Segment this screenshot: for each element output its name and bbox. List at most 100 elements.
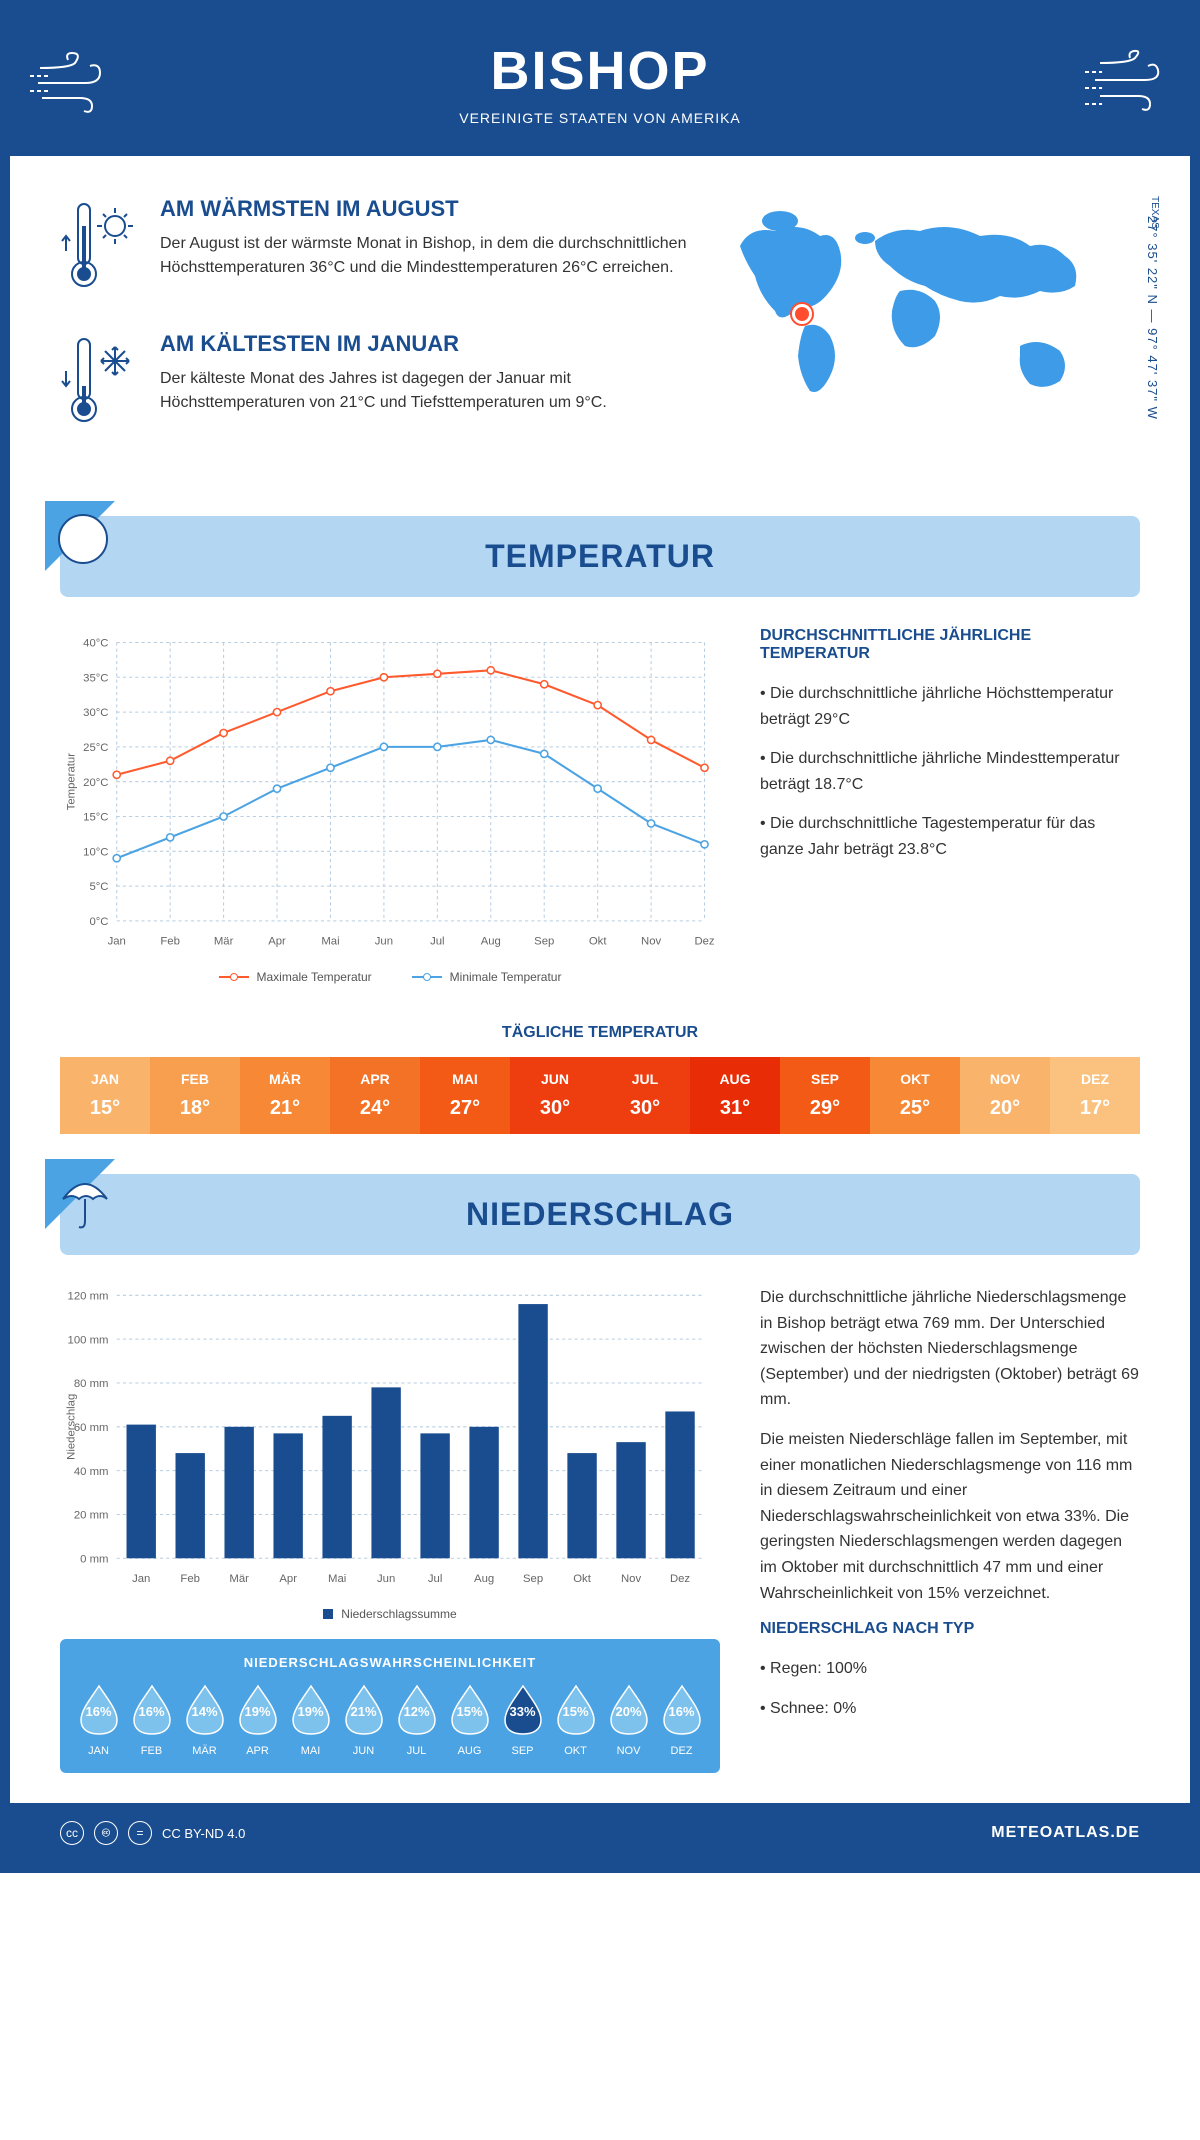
probability-drop: 21%JUN	[342, 1682, 386, 1757]
svg-text:Okt: Okt	[589, 936, 607, 948]
section-banner-temperature: TEMPERATUR	[60, 516, 1140, 597]
daily-temp-cell: FEB18°	[150, 1057, 240, 1134]
daily-temp-cell: MÄR21°	[240, 1057, 330, 1134]
probability-drop: 20%NOV	[607, 1682, 651, 1757]
svg-text:Aug: Aug	[481, 936, 501, 948]
precipitation-summary: Die durchschnittliche jährliche Niedersc…	[760, 1285, 1140, 1773]
temp-chart-legend: Maximale Temperatur Minimale Temperatur	[60, 970, 720, 984]
precip-para-1: Die durchschnittliche jährliche Niedersc…	[760, 1285, 1140, 1413]
daily-temp-cell: DEZ17°	[1050, 1057, 1140, 1134]
svg-text:60 mm: 60 mm	[74, 1422, 109, 1434]
probability-drop: 15%AUG	[448, 1682, 492, 1757]
svg-text:Feb: Feb	[160, 936, 180, 948]
section-banner-precipitation: NIEDERSCHLAG	[60, 1174, 1140, 1255]
footer: cc 🅭 = CC BY-ND 4.0 METEOATLAS.DE	[10, 1803, 1190, 1863]
svg-text:40 mm: 40 mm	[74, 1466, 109, 1478]
intro-section: AM WÄRMSTEN IM AUGUST Der August ist der…	[10, 156, 1190, 506]
probability-drop: 15%OKT	[554, 1682, 598, 1757]
legend-min: Minimale Temperatur	[450, 970, 562, 984]
probability-drop: 16%DEZ	[660, 1682, 704, 1757]
temp-side-heading: DURCHSCHNITTLICHE JÄHRLICHE TEMPERATUR	[760, 627, 1140, 663]
fact-warmest: AM WÄRMSTEN IM AUGUST Der August ist der…	[60, 196, 690, 296]
world-map	[720, 196, 1110, 396]
section-title-precipitation: NIEDERSCHLAG	[90, 1196, 1110, 1233]
location-panel: TEXAS 27° 35' 22" N — 97° 47' 37" W	[720, 196, 1140, 466]
fact-coldest: AM KÄLTESTEN IM JANUAR Der kälteste Mona…	[60, 331, 690, 431]
precipitation-bar-chart: 0 mm20 mm40 mm60 mm80 mm100 mm120 mmJanF…	[60, 1285, 720, 1594]
section-title-temperature: TEMPERATUR	[90, 538, 1110, 575]
svg-text:Jun: Jun	[377, 1573, 395, 1585]
svg-text:30°C: 30°C	[83, 707, 108, 719]
header: BISHOP VEREINIGTE STAATEN VON AMERIKA	[10, 10, 1190, 156]
precip-para-2: Die meisten Niederschläge fallen im Sept…	[760, 1427, 1140, 1606]
daily-temp-cell: JUN30°	[510, 1057, 600, 1134]
legend-precip: Niederschlagssumme	[341, 1607, 456, 1621]
wind-icon-right	[1070, 48, 1170, 118]
svg-text:Jun: Jun	[375, 936, 393, 948]
precip-rain: • Regen: 100%	[760, 1656, 1140, 1682]
svg-text:Jan: Jan	[108, 936, 126, 948]
svg-text:Sep: Sep	[534, 936, 554, 948]
svg-text:0°C: 0°C	[89, 916, 108, 928]
svg-text:Feb: Feb	[180, 1573, 200, 1585]
coordinates: 27° 35' 22" N — 97° 47' 37" W	[1145, 216, 1160, 420]
wind-icon-left	[30, 48, 130, 118]
svg-text:Nov: Nov	[641, 936, 661, 948]
svg-text:15°C: 15°C	[83, 812, 108, 824]
daily-temp-cell: OKT25°	[870, 1057, 960, 1134]
svg-text:5°C: 5°C	[89, 881, 108, 893]
license-text: CC BY-ND 4.0	[162, 1826, 245, 1841]
precip-chart-legend: Niederschlagssumme	[60, 1607, 720, 1621]
prob-title: NIEDERSCHLAGSWAHRSCHEINLICHKEIT	[72, 1655, 708, 1670]
svg-text:25°C: 25°C	[83, 742, 108, 754]
probability-drop: 16%FEB	[130, 1682, 174, 1757]
svg-text:Mär: Mär	[229, 1573, 249, 1585]
svg-text:0 mm: 0 mm	[80, 1553, 108, 1565]
umbrella-icon	[45, 1159, 130, 1244]
svg-text:120 mm: 120 mm	[68, 1290, 109, 1302]
nd-icon: =	[128, 1821, 152, 1845]
svg-text:Mai: Mai	[321, 936, 339, 948]
location-marker-icon	[792, 304, 812, 324]
svg-text:Dez: Dez	[694, 936, 714, 948]
svg-text:Jul: Jul	[428, 1573, 442, 1585]
cc-icon: cc	[60, 1821, 84, 1845]
svg-text:Mai: Mai	[328, 1573, 346, 1585]
page-title: BISHOP	[130, 40, 1070, 102]
precipitation-probability-box: NIEDERSCHLAGSWAHRSCHEINLICHKEIT 16%JAN16…	[60, 1639, 720, 1773]
fact-warm-heading: AM WÄRMSTEN IM AUGUST	[160, 196, 690, 222]
svg-text:Apr: Apr	[268, 936, 286, 948]
svg-text:Okt: Okt	[573, 1573, 591, 1585]
daily-temp-row: JAN15°FEB18°MÄR21°APR24°MAI27°JUN30°JUL3…	[60, 1057, 1140, 1134]
thermometer-sun-icon	[60, 196, 140, 296]
svg-text:35°C: 35°C	[83, 672, 108, 684]
daily-temp-cell: NOV20°	[960, 1057, 1050, 1134]
precip-type-heading: NIEDERSCHLAG NACH TYP	[760, 1620, 1140, 1638]
temperature-summary: DURCHSCHNITTLICHE JÄHRLICHE TEMPERATUR •…	[760, 627, 1140, 984]
legend-max: Maximale Temperatur	[257, 970, 372, 984]
svg-text:10°C: 10°C	[83, 846, 108, 858]
probability-drop: 12%JUL	[395, 1682, 439, 1757]
svg-text:Aug: Aug	[474, 1573, 494, 1585]
temperature-line-chart: 0°C5°C10°C15°C20°C25°C30°C35°C40°CJanFeb…	[60, 627, 720, 984]
page-subtitle: VEREINIGTE STAATEN VON AMERIKA	[130, 110, 1070, 126]
temp-bullet-2: • Die durchschnittliche jährliche Mindes…	[760, 746, 1140, 797]
svg-text:Sep: Sep	[523, 1573, 543, 1585]
daily-temp-cell: MAI27°	[420, 1057, 510, 1134]
sun-icon	[45, 501, 130, 586]
probability-drop: 19%APR	[236, 1682, 280, 1757]
site-name: METEOATLAS.DE	[991, 1824, 1140, 1842]
probability-drop: 19%MAI	[289, 1682, 333, 1757]
daily-temp-cell: SEP29°	[780, 1057, 870, 1134]
temp-bullet-3: • Die durchschnittliche Tagestemperatur …	[760, 811, 1140, 862]
daily-temp-cell: APR24°	[330, 1057, 420, 1134]
svg-text:20 mm: 20 mm	[74, 1510, 109, 1522]
svg-text:Jan: Jan	[132, 1573, 150, 1585]
probability-drop: 16%JAN	[77, 1682, 121, 1757]
svg-text:Temperatur: Temperatur	[65, 753, 77, 811]
precip-snow: • Schnee: 0%	[760, 1696, 1140, 1722]
daily-temp-cell: AUG31°	[690, 1057, 780, 1134]
probability-drop: 14%MÄR	[183, 1682, 227, 1757]
probability-drop: 33%SEP	[501, 1682, 545, 1757]
infographic-page: BISHOP VEREINIGTE STAATEN VON AMERIKA	[0, 0, 1200, 1873]
